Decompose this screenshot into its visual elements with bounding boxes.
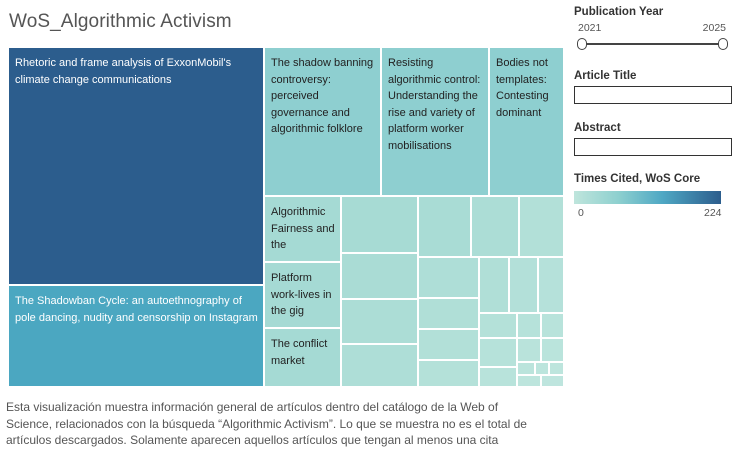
treemap-tile-small[interactable] bbox=[541, 313, 564, 338]
treemap-tile-small[interactable] bbox=[341, 253, 418, 299]
treemap-tile-small[interactable] bbox=[541, 375, 564, 387]
treemap-tile-small[interactable] bbox=[479, 367, 517, 387]
tile-label: Rhetoric and frame analysis of ExxonMobi… bbox=[15, 57, 232, 86]
tile-label: Resisting algorithmic control: Understan… bbox=[388, 57, 481, 152]
page-title: WoS_Algorithmic Activism bbox=[9, 11, 232, 32]
treemap-tile-small[interactable] bbox=[538, 257, 564, 313]
treemap-tile-small[interactable] bbox=[519, 196, 564, 257]
slider-handle-max[interactable] bbox=[718, 38, 728, 50]
year-range-slider[interactable] bbox=[574, 38, 734, 52]
treemap-tile-small[interactable] bbox=[479, 338, 517, 367]
treemap-tile-small[interactable] bbox=[471, 196, 519, 257]
treemap-tile-platform-work-lives[interactable]: Platform work-lives in the gig bbox=[264, 262, 341, 328]
treemap-tile-bodies-not-templates[interactable]: Bodies not templates: Contesting dominan… bbox=[489, 47, 564, 196]
tile-label: Bodies not templates: Contesting dominan… bbox=[496, 57, 549, 119]
slider-handle-min[interactable] bbox=[577, 38, 587, 50]
treemap-tile-small[interactable] bbox=[418, 360, 479, 387]
legend-title: Times Cited, WoS Core bbox=[574, 173, 701, 185]
treemap-tile-shadow-banning[interactable]: The shadow banning controversy: perceive… bbox=[264, 47, 381, 196]
range-max: 2025 bbox=[702, 22, 726, 34]
tile-label: The shadow banning controversy: perceive… bbox=[271, 57, 374, 136]
treemap-tile-small[interactable] bbox=[549, 362, 564, 375]
treemap-tile-exxonmobil[interactable]: Rhetoric and frame analysis of ExxonMobi… bbox=[8, 47, 264, 285]
tile-label: Platform work-lives in the gig bbox=[271, 272, 332, 318]
publication-year-filter: Publication Year 2021 2025 bbox=[574, 6, 734, 52]
article-title-input[interactable] bbox=[574, 86, 732, 104]
range-values: 2021 2025 bbox=[574, 22, 734, 36]
tile-label: Algorithmic Fairness and the bbox=[271, 206, 335, 252]
tile-label: The Shadowban Cycle: an autoethnography … bbox=[15, 295, 258, 324]
filter-title: Publication Year bbox=[574, 6, 664, 18]
treemap-tile-small[interactable] bbox=[341, 344, 418, 387]
treemap-tile-small[interactable] bbox=[517, 338, 541, 362]
treemap-tile-small[interactable] bbox=[509, 257, 538, 313]
description-text: Esta visualización muestra información g… bbox=[6, 400, 527, 447]
treemap-tile-algorithmic-fairness[interactable]: Algorithmic Fairness and the bbox=[264, 196, 341, 262]
tile-label: The conflict market bbox=[271, 338, 328, 367]
treemap-tile-small[interactable] bbox=[418, 196, 471, 257]
treemap-tile-small[interactable] bbox=[541, 338, 564, 362]
legend-values: 0 224 bbox=[574, 207, 734, 221]
times-cited-legend: Times Cited, WoS Core 0 224 bbox=[574, 173, 734, 221]
treemap-tile-resisting-control[interactable]: Resisting algorithmic control: Understan… bbox=[381, 47, 489, 196]
treemap-tile-small[interactable] bbox=[418, 298, 479, 329]
treemap-tile-small[interactable] bbox=[479, 257, 509, 313]
treemap-tile-small[interactable] bbox=[535, 362, 549, 375]
abstract-filter: Abstract bbox=[574, 122, 734, 156]
treemap-tile-small[interactable] bbox=[418, 257, 479, 298]
treemap-tile-small[interactable] bbox=[517, 313, 541, 338]
filter-title: Article Title bbox=[574, 70, 637, 82]
treemap: Rhetoric and frame analysis of ExxonMobi… bbox=[8, 47, 564, 387]
treemap-tile-conflict-market[interactable]: The conflict market bbox=[264, 328, 341, 387]
legend-min: 0 bbox=[578, 207, 584, 219]
treemap-tile-small[interactable] bbox=[341, 196, 418, 253]
legend-max: 224 bbox=[704, 207, 722, 219]
slider-track bbox=[580, 43, 724, 45]
article-title-filter: Article Title bbox=[574, 70, 734, 104]
color-legend-bar bbox=[574, 191, 721, 204]
treemap-tile-shadowban-cycle[interactable]: The Shadowban Cycle: an autoethnography … bbox=[8, 285, 264, 387]
abstract-input[interactable] bbox=[574, 138, 732, 156]
treemap-tile-small[interactable] bbox=[341, 299, 418, 344]
treemap-tile-small[interactable] bbox=[418, 329, 479, 360]
treemap-tile-small[interactable] bbox=[517, 362, 535, 375]
treemap-tile-small[interactable] bbox=[479, 313, 517, 338]
treemap-tile-small[interactable] bbox=[517, 375, 541, 387]
filter-title: Abstract bbox=[574, 122, 621, 134]
range-min: 2021 bbox=[578, 22, 602, 34]
